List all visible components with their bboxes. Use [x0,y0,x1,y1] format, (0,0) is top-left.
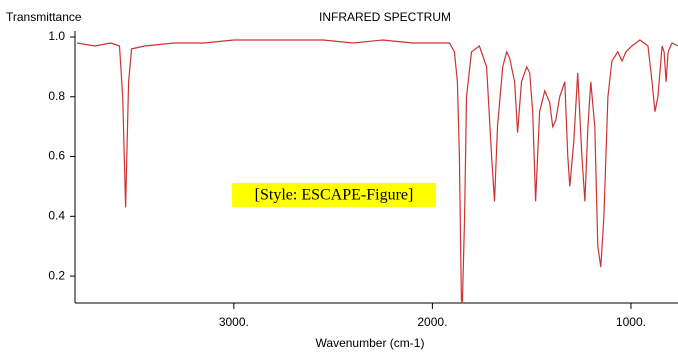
y-tick-label: 0.6 [48,149,65,163]
x-axis-label: Wavenumber (cm-1) [316,336,425,350]
y-tick-label: 0.4 [48,208,65,222]
y-tick-label: 0.2 [48,268,65,282]
spectrum-line [76,39,678,304]
y-axis-label: Transmittance [6,10,82,24]
annotation-bg [232,183,436,207]
y-tick-label: 1.0 [48,29,65,43]
y-tick-label: 0.8 [48,89,65,103]
x-tick-label: 3000. [219,315,249,329]
x-tick-label: 2000. [417,315,447,329]
chart-title: INFRARED SPECTRUM [319,10,451,24]
annotation: [Style: ESCAPE-Figure] [255,187,414,204]
x-tick-label: 1000. [616,315,646,329]
